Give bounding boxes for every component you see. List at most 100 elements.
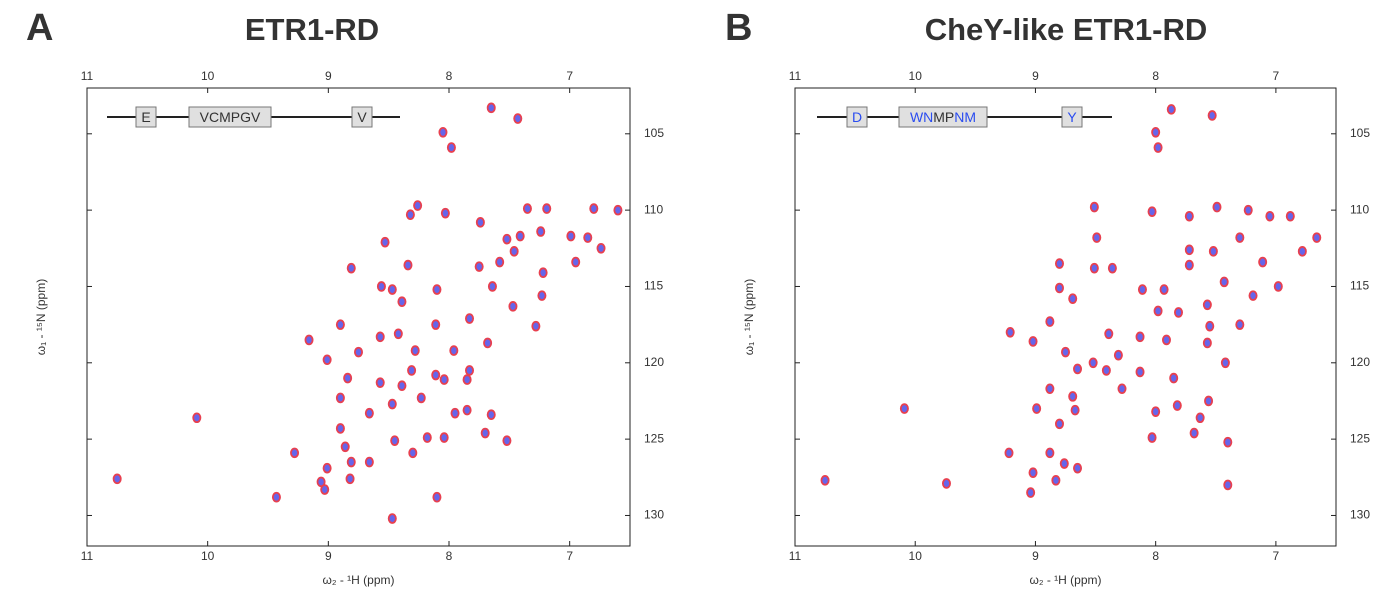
peak <box>1088 357 1098 369</box>
peak <box>1202 299 1212 311</box>
peak <box>486 409 496 421</box>
x-tick-label-bottom: 11 <box>789 549 802 563</box>
peak <box>1073 462 1083 474</box>
y-tick-label: 110 <box>644 202 663 216</box>
peak <box>393 328 403 340</box>
peak <box>407 365 417 376</box>
x-tick-label-bottom: 10 <box>201 549 215 563</box>
peak <box>1184 244 1194 256</box>
peak <box>1061 346 1071 358</box>
peak <box>1005 326 1015 338</box>
plot-frame <box>794 87 1337 547</box>
peak <box>522 203 532 214</box>
sequence-segment: WN <box>910 109 933 125</box>
peak <box>1068 391 1078 402</box>
peak <box>1184 259 1194 271</box>
peak <box>403 259 413 271</box>
peak <box>899 403 909 414</box>
peak <box>271 491 281 503</box>
peak <box>1073 363 1083 375</box>
peak <box>465 313 475 324</box>
y-tick-label: 105 <box>1350 126 1370 140</box>
chart-title: CheY-like ETR1-RD <box>925 12 1208 47</box>
peak <box>1172 400 1182 411</box>
x-tick-label-bottom: 11 <box>81 549 94 563</box>
peak <box>316 476 326 488</box>
peak <box>1205 320 1215 332</box>
peak <box>1004 447 1014 459</box>
peak <box>405 209 415 221</box>
x-tick-label-bottom: 8 <box>446 549 453 563</box>
peak <box>304 334 314 346</box>
peak <box>571 256 581 268</box>
peak <box>1297 246 1307 257</box>
peak <box>474 261 484 272</box>
x-tick-label-top: 8 <box>446 69 453 83</box>
peak <box>1223 479 1233 491</box>
peak <box>1089 262 1099 274</box>
y-tick-label: 105 <box>644 126 664 140</box>
peak <box>1312 232 1322 243</box>
peak <box>1070 404 1080 416</box>
y-axis-label: ω₁ - ¹⁵N (ppm) <box>742 279 756 355</box>
peak <box>1054 282 1064 294</box>
peak <box>1089 201 1099 213</box>
x-axis-label: ω₂ - ¹H (ppm) <box>1029 573 1101 587</box>
peak <box>380 236 390 248</box>
peak <box>486 102 496 114</box>
panel-label: A <box>26 7 53 49</box>
peak <box>1195 412 1205 424</box>
peak <box>1174 307 1184 318</box>
peak <box>531 320 541 332</box>
peak <box>1045 316 1055 327</box>
peak <box>536 226 546 237</box>
peak <box>1219 276 1229 288</box>
peak <box>387 284 397 295</box>
peak <box>410 345 420 356</box>
peak <box>465 365 475 376</box>
peak <box>1045 383 1055 395</box>
peak <box>1169 372 1179 384</box>
peak <box>820 475 830 486</box>
y-tick-label: 125 <box>644 431 664 445</box>
peak <box>487 281 497 292</box>
peak <box>538 267 548 279</box>
peak <box>1068 293 1078 304</box>
sequence-text: D <box>852 109 862 125</box>
peak <box>502 233 512 245</box>
peak <box>1147 206 1157 217</box>
peak <box>508 301 518 312</box>
peak <box>1258 256 1268 268</box>
peak <box>1028 336 1038 347</box>
peak <box>1135 331 1145 343</box>
peak <box>322 462 332 474</box>
x-tick-label-bottom: 7 <box>566 549 573 563</box>
x-tick-label-top: 9 <box>1032 69 1039 83</box>
sequence-text: Y <box>1067 109 1077 125</box>
peak <box>335 423 345 434</box>
peak <box>513 113 523 124</box>
sequence-segment: V <box>357 109 367 125</box>
peak <box>1189 427 1199 439</box>
peak <box>1223 436 1233 448</box>
peak <box>387 513 397 524</box>
peak <box>1026 487 1036 498</box>
peak <box>1153 142 1163 153</box>
sequence-segment: E <box>141 109 150 125</box>
peak <box>1151 126 1161 138</box>
peak <box>1137 284 1147 295</box>
peak <box>1032 403 1042 414</box>
peak <box>1161 334 1171 346</box>
y-axis-label: ω₁ - ¹⁵N (ppm) <box>34 279 48 355</box>
peak <box>431 319 441 330</box>
y-tick-label: 120 <box>644 355 664 369</box>
sequence-text: V <box>357 109 367 125</box>
peak <box>432 491 442 503</box>
peak <box>1107 262 1117 274</box>
peak <box>1235 232 1245 243</box>
peak <box>432 284 442 295</box>
peak <box>1104 328 1114 340</box>
x-tick-label-top: 11 <box>789 69 802 83</box>
sequence-segment: MP <box>933 109 954 125</box>
peak <box>353 346 363 358</box>
